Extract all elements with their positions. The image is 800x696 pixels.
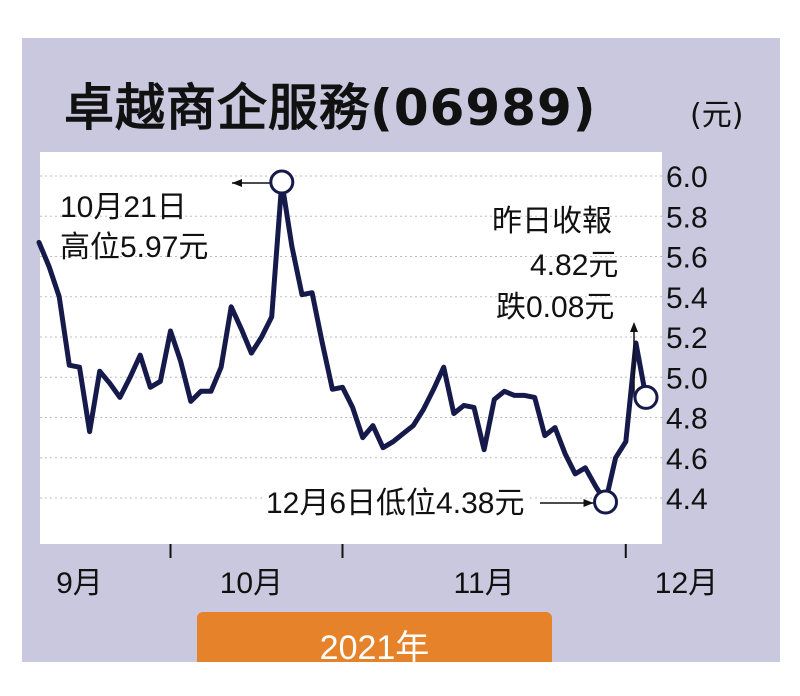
close-title-annotation: 昨日收報 <box>492 205 612 238</box>
y-tick-label: 4.4 <box>666 483 708 516</box>
close-change-annotation: 跌0.08元 <box>496 291 615 324</box>
month-label: 11月 <box>454 567 515 600</box>
year-banner: 2021年 <box>197 612 552 667</box>
chart-title: 卓越商企服務(06989) <box>64 79 597 137</box>
y-tick-label: 5.6 <box>666 242 708 275</box>
close-marker <box>633 384 659 410</box>
y-tick-label: 4.6 <box>666 443 708 476</box>
low-leader-arrowhead <box>583 499 594 508</box>
high-leader-arrowhead <box>232 179 242 188</box>
close-value-annotation: 4.82元 <box>530 249 619 282</box>
unit-label: (元) <box>690 98 744 133</box>
high-marker <box>269 169 295 195</box>
y-tick-label: 4.8 <box>666 403 708 436</box>
close-leader-arrowhead <box>630 322 638 332</box>
y-tick-label: 6.0 <box>666 161 708 194</box>
low-marker <box>593 489 619 515</box>
month-label: 9月 <box>56 567 103 600</box>
y-tick-label: 5.8 <box>666 201 708 234</box>
year-label: 2021年 <box>319 629 430 667</box>
high-date-annotation: 10月21日 <box>60 191 187 224</box>
low-annotation: 12月6日低位4.38元 <box>262 478 529 522</box>
month-label: 10月 <box>220 567 283 600</box>
y-tick-label: 5.4 <box>666 282 708 315</box>
high-value-annotation: 高位5.97元 <box>60 231 209 264</box>
y-tick-label: 5.2 <box>666 322 708 355</box>
y-tick-label: 5.0 <box>666 362 708 395</box>
month-label: 12月 <box>655 567 718 600</box>
price-line <box>36 179 649 505</box>
